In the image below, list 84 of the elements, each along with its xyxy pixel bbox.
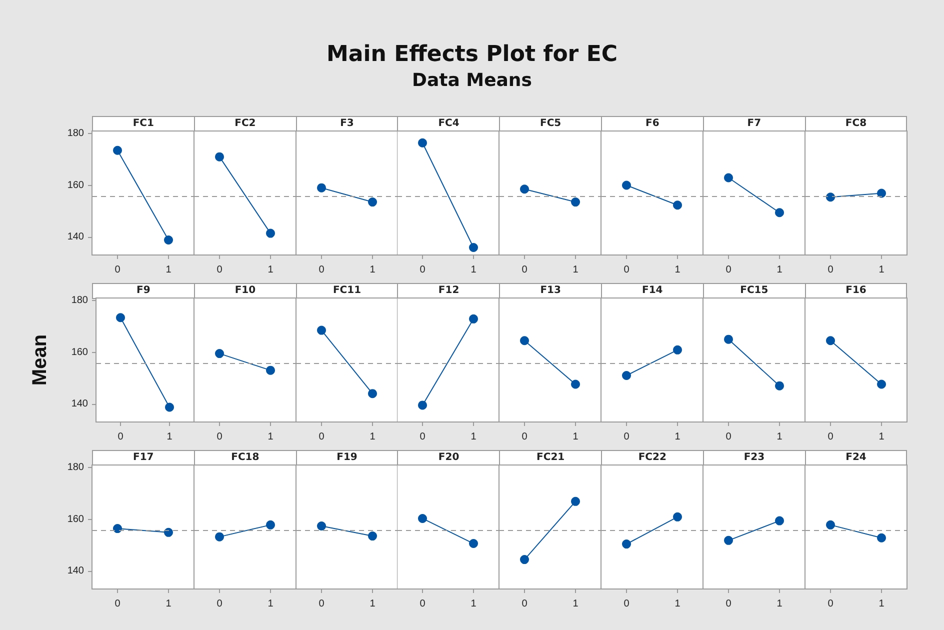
y-tick-label: 180	[71, 295, 88, 306]
x-tick-label: 0	[114, 264, 121, 276]
x-tick-label: 1	[878, 432, 884, 442]
x-tick-label: 1	[572, 432, 579, 442]
x-tick-label: 0	[318, 264, 324, 276]
chart-title: F17	[92, 450, 195, 466]
chart-title: F12	[397, 283, 500, 299]
chart-title: FC1	[92, 116, 195, 132]
chart-title: F6	[601, 116, 704, 132]
x-tick-label: 1	[776, 264, 783, 276]
chart-title: F24	[804, 450, 908, 466]
x-tick-label: 1	[166, 432, 173, 442]
chart-title: FC2	[194, 116, 297, 132]
x-tick-label: 0	[726, 432, 732, 442]
x-tick-label: 0	[420, 432, 426, 442]
x-tick-label: 0	[318, 598, 324, 610]
x-tick-label: 0	[827, 432, 834, 442]
x-tick-label: 1	[166, 264, 172, 276]
x-tick-label: 1	[268, 598, 274, 610]
text: Data Means	[411, 70, 533, 91]
chart-title: F9	[92, 283, 195, 299]
x-tick-label: 0	[522, 598, 528, 610]
x-tick-label: 0	[114, 598, 121, 610]
x-tick-label: 1	[369, 432, 376, 442]
chart-title: F13	[499, 283, 602, 299]
x-tick-label: 0	[624, 264, 630, 276]
x-tick-label: 1	[674, 598, 681, 610]
x-tick-label: 0	[624, 598, 630, 610]
chart-title: FC18	[194, 450, 297, 466]
x-tick-label: 0	[420, 264, 426, 276]
x-tick-label: 1	[369, 598, 376, 610]
chart-title: F19	[296, 450, 398, 466]
x-tick-label: 1	[674, 432, 681, 442]
x-tick-label: 1	[674, 264, 681, 276]
x-tick-label: 1	[471, 432, 478, 442]
y-tick-label: 140	[71, 398, 88, 410]
x-tick-label: 0	[624, 432, 630, 442]
chart-title: FC15	[702, 283, 806, 299]
chart-title: FC11	[296, 283, 398, 299]
y-tick-label: 140	[67, 231, 84, 242]
chart-title: F10	[194, 283, 297, 299]
y-tick-label: 140	[67, 565, 84, 576]
x-tick-label: 0	[726, 264, 732, 276]
chart-title: F23	[702, 450, 806, 466]
x-tick-label: 1	[369, 264, 376, 276]
y-tick-label: 180	[67, 462, 84, 474]
chart-title: F7	[702, 116, 806, 132]
x-tick-label: 0	[522, 432, 528, 442]
x-tick-label: 1	[268, 432, 274, 442]
chart-title: FC22	[601, 450, 704, 466]
x-tick-label: 0	[827, 264, 834, 276]
x-tick-label: 0	[522, 264, 528, 276]
x-tick-label: 1	[471, 598, 478, 610]
x-tick-label: 1	[878, 598, 884, 610]
x-tick-label: 0	[420, 598, 426, 610]
y-axis-title: Mean	[29, 334, 51, 386]
x-tick-label: 1	[572, 598, 579, 610]
x-tick-label: 1	[776, 432, 783, 442]
chart-title: FC21	[499, 450, 602, 466]
chart-title: F3	[296, 116, 398, 132]
y-tick-label: 160	[71, 346, 88, 358]
chart-title: F14	[601, 283, 704, 299]
y-tick-label: 160	[67, 180, 84, 191]
chart-title: FC8	[804, 116, 908, 132]
chart-title: FC5	[499, 116, 602, 132]
chart-title: FC4	[397, 116, 500, 132]
x-tick-label: 0	[216, 264, 223, 276]
x-tick-label: 0	[726, 598, 732, 610]
x-tick-label: 1	[878, 264, 884, 276]
text: Main Effects Plot for EC	[325, 42, 618, 67]
y-tick-label: 180	[67, 128, 84, 140]
x-tick-label: 0	[216, 432, 223, 442]
x-tick-label: 0	[118, 432, 124, 442]
chart-title: F16	[804, 283, 908, 299]
x-tick-label: 0	[318, 432, 324, 442]
chart-title: F20	[397, 450, 500, 466]
x-tick-label: 0	[827, 598, 834, 610]
y-tick-label: 160	[67, 514, 84, 525]
x-tick-label: 1	[471, 264, 478, 276]
x-tick-label: 1	[166, 598, 172, 610]
x-tick-label: 1	[776, 598, 783, 610]
x-tick-label: 1	[572, 264, 579, 276]
x-tick-label: 0	[216, 598, 223, 610]
x-tick-label: 1	[268, 264, 274, 276]
